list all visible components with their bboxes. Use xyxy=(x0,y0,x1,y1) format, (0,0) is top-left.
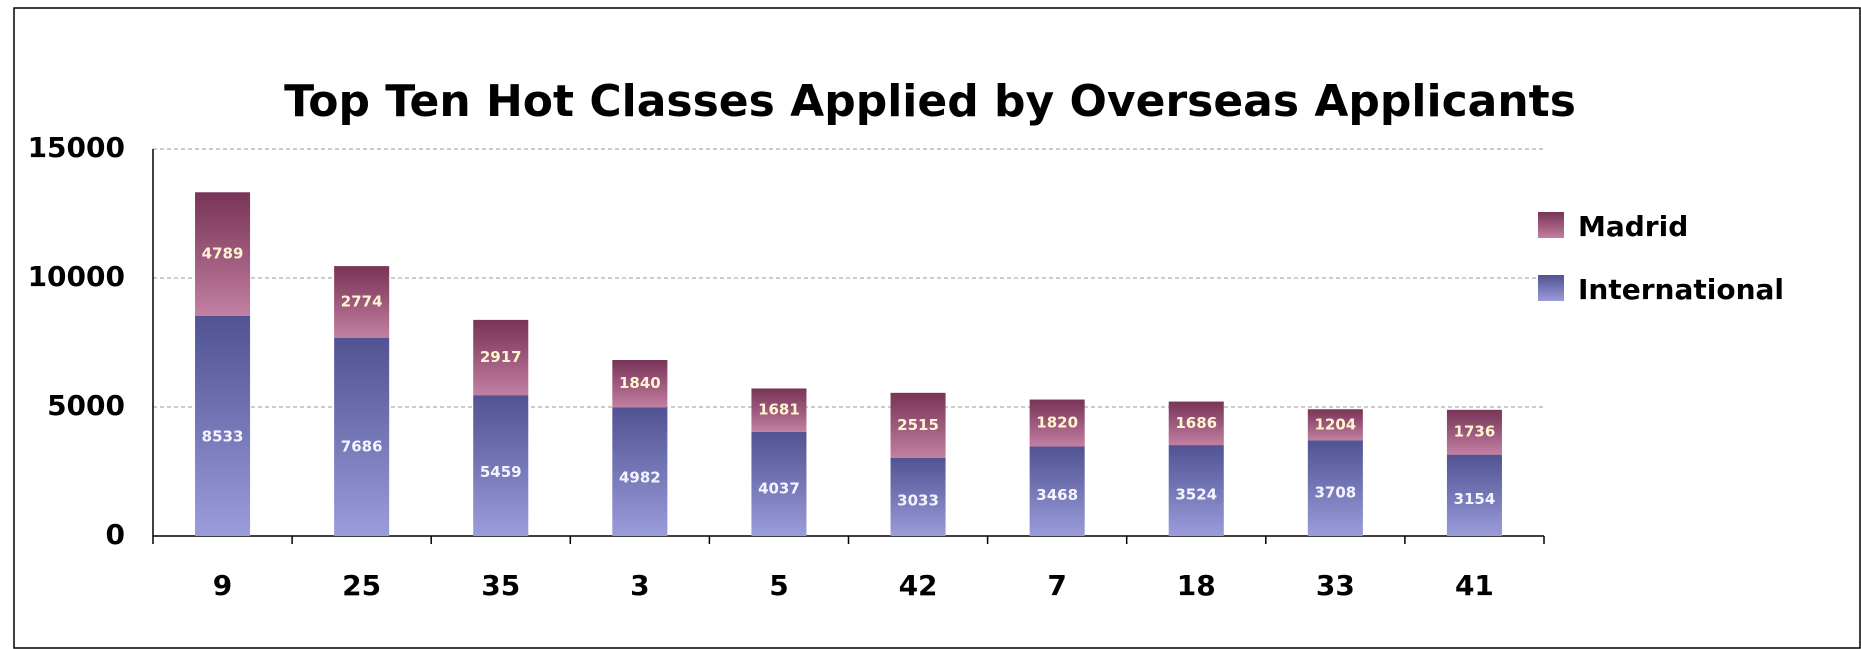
bar-shade xyxy=(334,337,390,536)
value-label: 2515 xyxy=(897,416,939,434)
legend-label: Madrid xyxy=(1578,210,1688,243)
bar-shade xyxy=(751,431,807,536)
bar-shade xyxy=(1446,409,1502,455)
chart-title: Top Ten Hot Classes Applied by Overseas … xyxy=(284,76,1576,127)
bar-shade xyxy=(1307,440,1363,536)
y-tick-label: 15000 xyxy=(28,131,125,164)
value-label: 3468 xyxy=(1036,486,1078,504)
bar-shade xyxy=(1168,401,1224,446)
value-label: 4982 xyxy=(619,469,661,487)
value-label: 2917 xyxy=(480,348,522,366)
x-tick-label: 25 xyxy=(342,569,381,602)
bar-shade xyxy=(890,392,946,458)
bar-shade xyxy=(1029,446,1085,536)
value-label: 1840 xyxy=(619,374,661,392)
legend-swatch-shade xyxy=(1538,275,1564,301)
y-tick-label: 5000 xyxy=(47,389,125,422)
bar-shade xyxy=(473,395,529,536)
bar-shade xyxy=(751,388,807,432)
value-label: 1820 xyxy=(1036,414,1078,432)
y-tick-label: 10000 xyxy=(28,260,125,293)
value-label: 7686 xyxy=(341,437,383,455)
x-tick-label: 41 xyxy=(1455,569,1494,602)
value-label: 3524 xyxy=(1175,486,1217,504)
value-label: 4037 xyxy=(758,480,800,498)
x-tick-label: 18 xyxy=(1177,569,1216,602)
bar-shade xyxy=(473,319,529,396)
value-label: 1686 xyxy=(1175,414,1217,432)
bar-shade xyxy=(1446,454,1502,536)
chart-frame xyxy=(13,7,1861,649)
bar-shade xyxy=(612,407,668,536)
value-label: 3033 xyxy=(897,491,939,509)
x-tick-label: 42 xyxy=(899,569,938,602)
value-label: 3154 xyxy=(1454,490,1496,508)
legend-swatch-shade xyxy=(1538,212,1564,238)
bar-shade xyxy=(612,359,668,408)
value-label: 8533 xyxy=(202,427,244,445)
value-label: 1204 xyxy=(1314,415,1356,433)
bar-shade xyxy=(1307,409,1363,441)
legend-label: International xyxy=(1578,273,1784,306)
value-label: 4789 xyxy=(202,245,244,263)
value-label: 1681 xyxy=(758,401,800,419)
x-tick-label: 3 xyxy=(630,569,649,602)
x-tick-label: 35 xyxy=(481,569,520,602)
value-label: 3708 xyxy=(1314,483,1356,501)
x-tick-label: 33 xyxy=(1316,569,1355,602)
bar-shade xyxy=(1168,445,1224,536)
value-label: 2774 xyxy=(341,292,383,310)
bar-shade xyxy=(195,192,251,316)
bar-shade xyxy=(334,266,390,338)
y-tick-label: 0 xyxy=(106,518,125,551)
bar-shade xyxy=(890,457,946,536)
x-tick-label: 5 xyxy=(769,569,788,602)
bar-shade xyxy=(195,315,251,536)
value-label: 1736 xyxy=(1454,423,1496,441)
value-label: 5459 xyxy=(480,463,522,481)
x-tick-label: 7 xyxy=(1047,569,1066,602)
bar-shade xyxy=(1029,399,1085,447)
x-tick-label: 9 xyxy=(213,569,232,602)
